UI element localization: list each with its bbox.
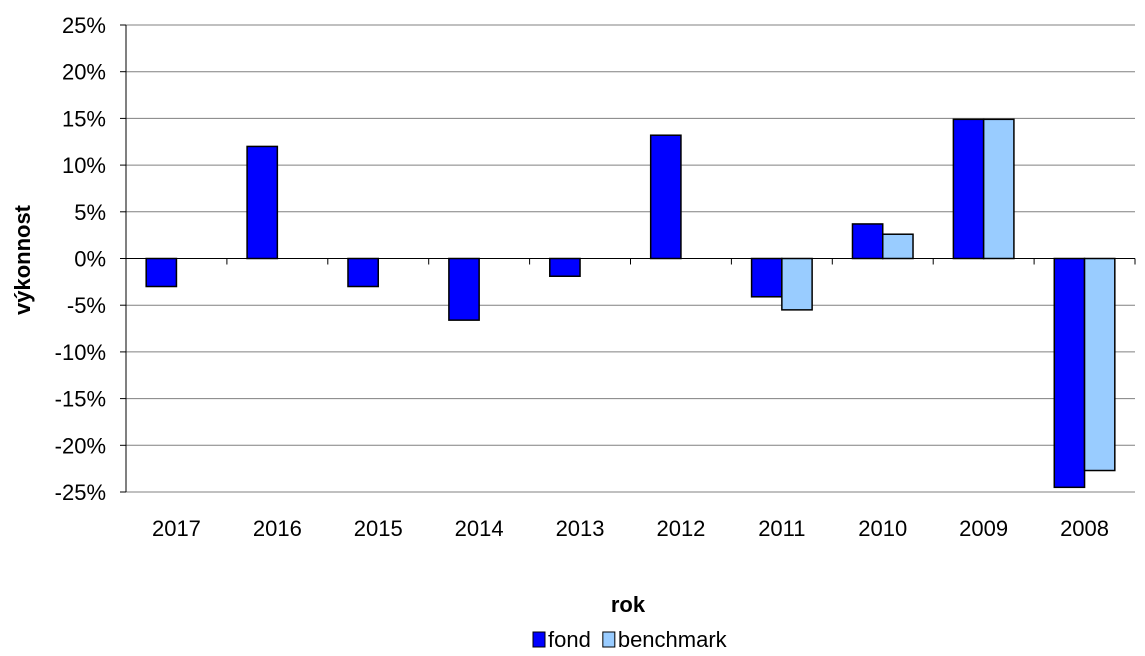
- y-tick-label: 15%: [62, 106, 106, 131]
- legend-label-benchmark: benchmark: [618, 627, 728, 652]
- x-tick-label: 2011: [758, 516, 805, 541]
- bar-benchmark-2008: [1083, 257, 1116, 472]
- x-tick-label: 2012: [656, 516, 705, 541]
- y-tick-label: 25%: [62, 13, 106, 38]
- legend-label-fond: fond: [548, 627, 591, 652]
- y-tick-label: -25%: [55, 480, 106, 505]
- bar-fond-2011: [750, 257, 783, 298]
- bar-fond-2014: [448, 257, 480, 321]
- y-tick-labels: 25% 20% 15% 10% 5% 0% -5% -10% -15% -20% -25%: [55, 13, 106, 505]
- y-axis-title: výkonnost: [10, 204, 35, 315]
- bar-fond-2013: [549, 257, 581, 277]
- y-tick-label: 0%: [74, 247, 106, 272]
- y-tick-label: 5%: [74, 200, 106, 225]
- y-tick-label: -15%: [55, 387, 106, 412]
- x-tick-label: 2015: [354, 516, 403, 541]
- x-tick-labels: 2017 2016 2015 2014 2013 2012 2011 2010 2009 2008: [152, 516, 1109, 541]
- x-tick-label: 2013: [556, 516, 605, 541]
- bar-fond-2015: [347, 257, 380, 288]
- y-tick-label: -5%: [67, 293, 106, 318]
- bar-fond-2012: [649, 134, 682, 260]
- bar-fond-2017: [145, 257, 178, 288]
- bar-benchmark-2010: [882, 233, 914, 260]
- axes: [120, 24, 1136, 493]
- y-tick-label: -20%: [55, 433, 106, 458]
- y-tick-label: 10%: [62, 153, 106, 178]
- bar-fond-2016: [246, 145, 279, 260]
- x-axis-title: rok: [611, 592, 646, 617]
- x-tick-label: 2010: [858, 516, 907, 541]
- x-tick-label: 2008: [1060, 516, 1109, 541]
- y-tick-label: -10%: [55, 340, 106, 365]
- legend-swatch-fond: [532, 631, 546, 648]
- bar-benchmark-2009: [982, 118, 1015, 260]
- legend-swatch-benchmark: [602, 631, 616, 648]
- y-tick-label: 20%: [62, 60, 106, 85]
- bar-fond-2009: [952, 118, 985, 260]
- bars: [145, 118, 1116, 489]
- x-tick-label: 2014: [455, 516, 504, 541]
- gridlines: [126, 24, 1135, 493]
- bar-benchmark-2011: [781, 257, 813, 311]
- x-tick-label: 2017: [152, 516, 201, 541]
- bar-fond-2008: [1053, 257, 1086, 489]
- bar-fond-2010: [851, 223, 884, 260]
- legend: fond benchmark: [532, 627, 728, 652]
- x-tick-label: 2016: [253, 516, 302, 541]
- x-tick-label: 2009: [959, 516, 1008, 541]
